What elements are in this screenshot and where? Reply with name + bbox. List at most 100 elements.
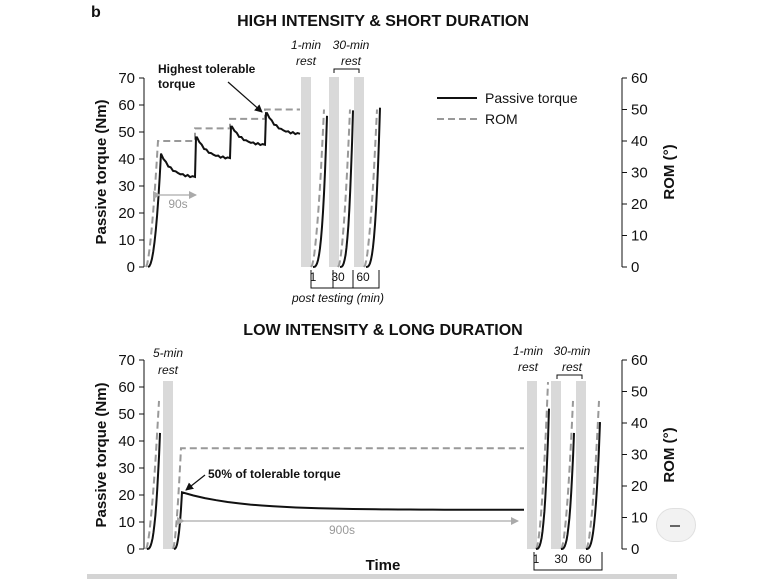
- rest-label-1min: 1-min: [291, 38, 321, 52]
- y2-tick-label-0: 0: [631, 259, 639, 276]
- y-tick-label-30: 30: [118, 178, 135, 195]
- rest-label-30min-rest: rest: [341, 54, 362, 68]
- rest-bars: [301, 77, 364, 267]
- annotation-highest-tolerable: Highest tolerable: [158, 62, 256, 76]
- y2-axis-label: ROM (°): [661, 427, 678, 482]
- x-tick-60: 60: [578, 552, 592, 566]
- rom-post-1: [310, 109, 325, 268]
- y-ticks-left: 0 10 20 30 40 50 60 70: [118, 352, 144, 558]
- post-bracket: [533, 552, 603, 571]
- passive-torque-post-1: [312, 115, 328, 268]
- y2-tick-label-60: 60: [631, 70, 648, 87]
- y-ticks-right: 0 10 20 30 40 50 60: [622, 352, 648, 558]
- rom-line: [145, 108, 300, 268]
- y-axis-label: Passive torque (Nm): [93, 382, 110, 527]
- y2-tick-label-50: 50: [631, 102, 648, 119]
- y-tick-label-70: 70: [118, 70, 135, 87]
- chart-low-intensity: LOW INTENSITY & LONG DURATION 5-min rest…: [93, 322, 678, 574]
- rest-bar-1min: [301, 77, 311, 267]
- y-ticks-left: 0 10 20 30 40 50 60 70: [118, 70, 144, 276]
- panel-letter: b: [91, 4, 101, 21]
- passive-torque-line: [147, 112, 301, 268]
- y2-tick-label-40: 40: [631, 415, 648, 432]
- rom-pre: [145, 400, 160, 550]
- rest-bar-30min-a: [551, 381, 561, 549]
- chart-title: LOW INTENSITY & LONG DURATION: [243, 322, 522, 339]
- rest-label-5min: 5-min: [153, 346, 183, 360]
- legend-torque-label: Passive torque: [485, 90, 578, 106]
- rom-post-1: [535, 382, 549, 550]
- annotation-tolerable: 50% of tolerable torque: [208, 467, 341, 481]
- duration-label: 900s: [329, 523, 355, 537]
- y2-tick-label-0: 0: [631, 541, 639, 558]
- y-tick-label-40: 40: [118, 433, 135, 450]
- rest-bar-30min-a: [329, 77, 339, 267]
- chart-title: HIGH INTENSITY & SHORT DURATION: [237, 13, 529, 30]
- y-tick-label-10: 10: [118, 514, 135, 531]
- rest-label-30min: 30-min: [554, 344, 591, 358]
- passive-torque-post-60: [365, 107, 381, 268]
- rom-line: [172, 447, 524, 550]
- rest-bar-30min-b: [576, 381, 586, 549]
- minus-icon: [670, 525, 680, 527]
- passive-torque-post-1: [535, 408, 550, 550]
- rest-label-1min: 1-min: [513, 344, 543, 358]
- y-ticks-right: 0 10 20 30 40 50 60: [622, 70, 648, 276]
- y-axis-label: Passive torque (Nm): [93, 99, 110, 244]
- rest-label-30min-rest: rest: [562, 360, 583, 374]
- rom-post-60: [363, 109, 378, 268]
- y2-tick-label-30: 30: [631, 165, 648, 182]
- rest-label-30min: 30-min: [333, 38, 370, 52]
- x-axis-label: post testing (min): [291, 291, 384, 305]
- x-tick-1: 1: [310, 270, 317, 284]
- x-tick-60: 60: [356, 270, 370, 284]
- rest-label-1min-rest: rest: [518, 360, 539, 374]
- y2-tick-label-10: 10: [631, 228, 648, 245]
- passive-torque-post-60: [586, 422, 601, 550]
- y-tick-label-0: 0: [127, 541, 135, 558]
- duration-label: 90s: [168, 197, 187, 211]
- rom-post-30: [560, 400, 574, 550]
- y-tick-label-70: 70: [118, 352, 135, 369]
- y2-tick-label-50: 50: [631, 384, 648, 401]
- x-tick-30: 30: [554, 552, 568, 566]
- rest-bracket: [556, 374, 583, 379]
- y-tick-label-30: 30: [118, 460, 135, 477]
- y2-tick-label-30: 30: [631, 447, 648, 464]
- y-tick-label-60: 60: [118, 97, 135, 114]
- chart-high-intensity: HIGH INTENSITY & SHORT DURATION 1-min re…: [93, 13, 678, 305]
- minus-button[interactable]: [656, 508, 696, 542]
- x-tick-30: 30: [331, 270, 345, 284]
- y-tick-label-50: 50: [118, 406, 135, 423]
- passive-torque-post-30: [339, 110, 354, 268]
- legend-rom-label: ROM: [485, 111, 518, 127]
- rest-bars: [163, 381, 586, 549]
- y-tick-label-20: 20: [118, 205, 135, 222]
- horizontal-scrollbar[interactable]: [87, 574, 677, 579]
- y-tick-label-20: 20: [118, 487, 135, 504]
- annotation-arrow: [227, 81, 263, 113]
- rest-label-1min-rest: rest: [296, 54, 317, 68]
- annotation-torque: torque: [158, 77, 196, 91]
- y2-tick-label-20: 20: [631, 196, 648, 213]
- rest-bar-30min-b: [354, 77, 364, 267]
- y-tick-label-10: 10: [118, 232, 135, 249]
- x-axis-label: Time: [366, 557, 401, 574]
- y2-axis-label: ROM (°): [661, 144, 678, 199]
- annotation-arrow: [185, 474, 206, 491]
- y-tick-label-40: 40: [118, 151, 135, 168]
- y-tick-label-0: 0: [127, 259, 135, 276]
- rom-post-60: [585, 400, 600, 550]
- rest-bar-1min: [527, 381, 537, 549]
- rest-label-5min-rest: rest: [158, 363, 179, 377]
- y2-tick-label-60: 60: [631, 352, 648, 369]
- y2-tick-label-10: 10: [631, 510, 648, 527]
- y-tick-label-50: 50: [118, 124, 135, 141]
- rest-bracket: [333, 68, 360, 73]
- x-tick-1: 1: [533, 552, 540, 566]
- passive-torque-post-30: [561, 432, 575, 550]
- y2-tick-label-40: 40: [631, 133, 648, 150]
- rom-post-30: [337, 109, 351, 268]
- y2-tick-label-20: 20: [631, 478, 648, 495]
